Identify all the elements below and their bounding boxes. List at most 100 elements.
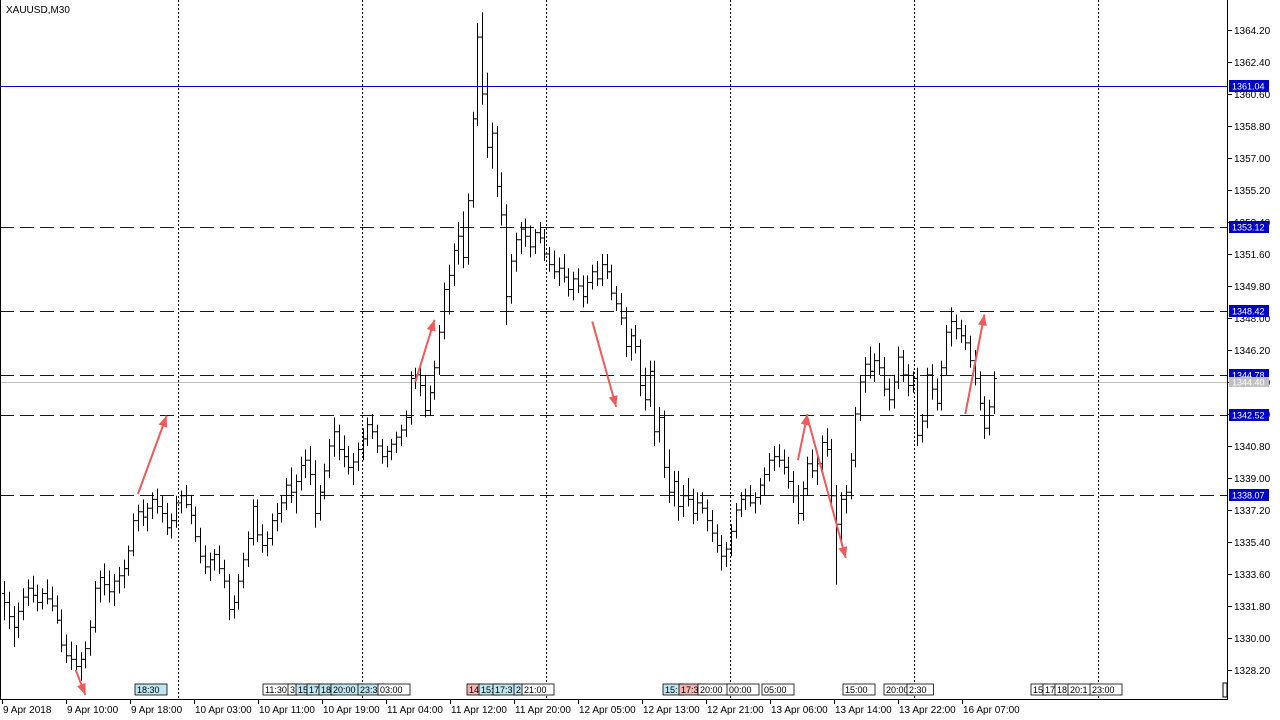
ohlc-bar <box>987 399 992 436</box>
price-tick-label: 1346.20 <box>1234 346 1271 357</box>
level-tag-bg <box>1229 80 1269 92</box>
symbol-label: XAUUSD,M30 <box>6 5 70 16</box>
ohlc-bar <box>227 574 232 621</box>
ohlc-bar <box>719 534 724 571</box>
ohlc-bar <box>896 346 901 390</box>
time-tick-label: 9 Apr 2018 <box>3 705 52 716</box>
ohlc-bar <box>265 531 270 557</box>
ohlc-bar <box>279 495 284 523</box>
level-price-tag[interactable]: 1348.42 <box>1229 305 1269 317</box>
ohlc-bar <box>179 490 184 514</box>
ohlc-bar <box>595 261 600 286</box>
ohlc-bar <box>858 374 863 422</box>
ohlc-bar <box>222 559 227 589</box>
session-tag-text: 18 <box>1057 685 1067 695</box>
trend-arrow[interactable] <box>796 413 810 461</box>
ohlc-bar <box>681 485 686 518</box>
trend-arrow[interactable] <box>591 321 618 408</box>
ohlc-bar <box>557 257 562 286</box>
ohlc-bar <box>117 566 122 594</box>
ohlc-bar <box>700 492 705 514</box>
ohlc-bar <box>571 271 576 301</box>
price-axis[interactable]: 1364.20 1362.40 1360.60 1358.80 1357.00 1355.… <box>1228 26 1271 677</box>
session-tag-bg <box>761 683 795 696</box>
trend-arrow[interactable] <box>74 669 87 696</box>
ohlc-bar <box>169 513 174 539</box>
level-tag-bg <box>1229 409 1269 421</box>
ohlc-bar <box>93 581 98 633</box>
session-tag-text: 17 <box>1045 685 1055 695</box>
ohlc-bar <box>676 470 681 521</box>
time-tick-label: 11 Apr 12:00 <box>451 705 507 716</box>
ohlc-bar <box>844 485 849 514</box>
ohlc-bar <box>786 456 791 489</box>
time-tick-label: 9 Apr 10:00 <box>67 705 119 716</box>
chart-frame <box>0 0 1228 700</box>
session-tag: 2:30 <box>906 683 934 696</box>
arrows-layer[interactable] <box>74 314 987 696</box>
arrow-head <box>608 395 618 407</box>
trend-arrow[interactable] <box>806 417 848 559</box>
ohlc-bar <box>887 378 892 411</box>
level-price-tag[interactable]: 1342.52 <box>1229 409 1269 421</box>
ohlc-bar <box>901 350 906 382</box>
ohlc-bar <box>882 357 887 397</box>
time-tick-label: 13 Apr 06:00 <box>771 705 828 716</box>
trend-arrow[interactable] <box>414 319 436 383</box>
ohlc-bar <box>174 495 179 528</box>
ohlc-bar <box>303 449 308 478</box>
level-price-tag[interactable]: 1338.07 <box>1229 489 1269 501</box>
ohlc-bar <box>724 542 729 567</box>
ohlc-bar <box>466 193 471 265</box>
ohlc-bar <box>145 502 150 532</box>
level-tag-text: 1344.78 <box>1232 371 1265 381</box>
session-tag-text: 20:00 <box>333 685 356 695</box>
ohlc-bar <box>614 286 619 311</box>
level-tag-text: 1348.42 <box>1232 307 1265 317</box>
ohlc-bar <box>968 335 973 368</box>
ohlc-bar <box>743 488 748 510</box>
session-tag-text: 2:30 <box>909 685 927 695</box>
ohlc-bar <box>633 325 638 354</box>
session-tag-text: 17:3 <box>495 685 513 695</box>
session-tag-bg <box>134 683 168 696</box>
price-tick-label: 1340.80 <box>1234 442 1271 453</box>
trend-arrow[interactable] <box>964 314 987 415</box>
ohlc-bar <box>64 634 69 663</box>
session-tag-text: 05:00 <box>764 685 787 695</box>
ohlc-bar <box>734 502 739 539</box>
time-tick-label: 9 Apr 18:00 <box>131 705 183 716</box>
bid-tag-text: 1344.40 <box>1232 378 1265 388</box>
trend-arrow[interactable] <box>136 415 168 495</box>
chart-shift-marker[interactable] <box>1222 682 1228 698</box>
ohlc-bar <box>69 641 74 670</box>
ohlc-bar <box>394 431 399 454</box>
level-tag-bg <box>1229 305 1269 317</box>
ohlc-bar <box>748 485 753 507</box>
ohlc-bar <box>370 414 375 439</box>
ohlc-bar <box>7 591 12 630</box>
arrow-head <box>800 414 810 426</box>
price-tick-label: 1337.20 <box>1234 506 1271 517</box>
time-axis[interactable]: 9 Apr 2018 9 Apr 10:00 9 Apr 18:00 10 Apr 0… <box>2 700 1021 716</box>
ohlc-bar <box>667 449 672 503</box>
time-tick-label: 11 Apr 20:00 <box>515 705 571 716</box>
ohlc-bar <box>423 374 428 418</box>
price-tick-label: 1357.00 <box>1234 154 1271 165</box>
ohlc-bar <box>50 586 55 612</box>
price-tick-label: 1364.20 <box>1234 26 1271 37</box>
price-tick-label: 1339.00 <box>1234 474 1271 485</box>
ohlc-bar <box>576 268 581 294</box>
level-price-tag[interactable]: 1361.04 <box>1229 80 1269 92</box>
level-tag-text: 1342.52 <box>1232 411 1265 421</box>
level-price-tag[interactable]: 1353.12 <box>1229 221 1269 233</box>
ohlc-bar <box>456 222 461 265</box>
session-tag-text: 23:3 <box>360 685 378 695</box>
level-lines-layer[interactable] <box>0 86 1228 496</box>
ohlc-bar <box>193 506 198 542</box>
arrow-head <box>426 319 436 332</box>
ohlc-bar <box>643 367 648 411</box>
ohlc-bar <box>88 620 93 656</box>
ohlc-bar <box>944 325 949 375</box>
